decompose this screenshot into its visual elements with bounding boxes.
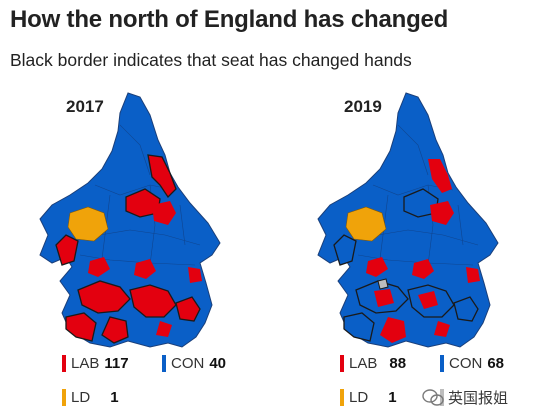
legend-seats: 117 — [104, 355, 129, 372]
legend-party: CON — [171, 355, 205, 372]
legend-party: CON — [449, 355, 483, 372]
legend-seats: 68 — [487, 355, 505, 372]
legend-item-lab: LAB 88 — [340, 355, 406, 372]
watermark-text: 英国报姐 — [448, 389, 508, 407]
con-swatch — [440, 355, 444, 372]
north-england-outline — [317, 92, 499, 348]
page-title: How the north of England has changed — [10, 6, 449, 33]
legend-party: LAB — [349, 355, 378, 372]
legend-item-lab: LAB 117 — [62, 355, 129, 372]
other-seat — [377, 278, 389, 290]
legend-party: LD — [349, 389, 369, 406]
wechat-watermark: 英国报姐 — [422, 389, 508, 407]
wechat-icon — [422, 389, 444, 406]
year-label: 2019 — [344, 97, 382, 116]
ld-swatch — [62, 389, 66, 406]
legend-item-ld: LD 1 — [62, 389, 119, 406]
year-label: 2017 — [66, 97, 104, 116]
lab-swatch — [62, 355, 66, 372]
con-swatch — [162, 355, 166, 372]
legend-seats: 1 — [388, 389, 397, 406]
map-legend: LAB 88 CON 68 LD 1 — [278, 355, 538, 415]
constituency-map-2017 — [39, 92, 221, 348]
ld-swatch — [340, 389, 344, 406]
legend-item-con: CON 68 — [440, 355, 504, 372]
legend-seats: 40 — [209, 355, 227, 372]
lab-swatch — [340, 355, 344, 372]
legend-item-ld: LD 1 — [340, 389, 397, 406]
legend-party: LAB — [71, 355, 100, 372]
north-england-outline — [39, 92, 221, 348]
ld-seat — [67, 206, 109, 242]
map-legend: LAB 117 CON 40 LD 1 — [0, 355, 260, 415]
legend-seats: 1 — [110, 389, 119, 406]
page-subtitle: Black border indicates that seat has cha… — [10, 50, 412, 70]
ld-seat — [345, 206, 387, 242]
legend-party: LD — [71, 389, 91, 406]
map-panel-2019: 2019 LAB 88 CON 68 LD 1 — [278, 85, 538, 420]
legend-item-con: CON 40 — [162, 355, 226, 372]
constituency-map-2019 — [317, 92, 499, 348]
legend-seats: 88 — [389, 355, 407, 372]
map-panel-2017: 2017 LAB 117 CON 40 LD 1 — [0, 85, 260, 420]
